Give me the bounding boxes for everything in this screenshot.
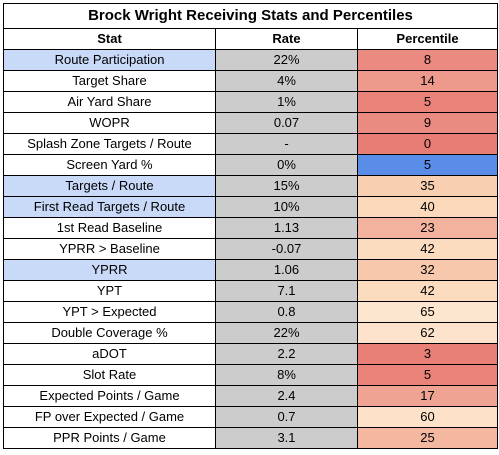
percentile-cell: 8	[357, 49, 498, 71]
rate-cell: 8%	[215, 364, 358, 386]
stat-cell: Targets / Route	[3, 175, 216, 197]
table-row: Expected Points / Game 2.4 17	[3, 385, 498, 407]
percentile-cell: 5	[357, 91, 498, 113]
percentile-cell: 14	[357, 70, 498, 92]
rate-cell: -0.07	[215, 238, 358, 260]
table-row: Targets / Route 15% 35	[3, 175, 498, 197]
rate-cell: 0.8	[215, 301, 358, 323]
table-row: First Read Targets / Route 10% 40	[3, 196, 498, 218]
table-row: YPT > Expected 0.8 65	[3, 301, 498, 323]
percentile-cell: 5	[357, 154, 498, 176]
stat-cell: WOPR	[3, 112, 216, 134]
percentile-cell: 60	[357, 406, 498, 428]
rate-cell: 0%	[215, 154, 358, 176]
rate-cell: 1.06	[215, 259, 358, 281]
table-row: Screen Yard % 0% 5	[3, 154, 498, 176]
rate-cell: 0.07	[215, 112, 358, 134]
stat-cell: 1st Read Baseline	[3, 217, 216, 239]
table-row: YPT 7.1 42	[3, 280, 498, 302]
table-row: FP over Expected / Game 0.7 60	[3, 406, 498, 428]
percentile-cell: 65	[357, 301, 498, 323]
percentile-cell: 42	[357, 238, 498, 260]
table-row: YPRR 1.06 32	[3, 259, 498, 281]
table-title: Brock Wright Receiving Stats and Percent…	[3, 3, 498, 29]
title-row: Brock Wright Receiving Stats and Percent…	[3, 3, 498, 29]
percentile-cell: 0	[357, 133, 498, 155]
stat-cell: Target Share	[3, 70, 216, 92]
rate-cell: 22%	[215, 49, 358, 71]
table-row: 1st Read Baseline 1.13 23	[3, 217, 498, 239]
table-row: PPR Points / Game 3.1 25	[3, 427, 498, 449]
stat-cell: YPRR	[3, 259, 216, 281]
stat-cell: YPT > Expected	[3, 301, 216, 323]
rate-cell: 7.1	[215, 280, 358, 302]
table-row: Double Coverage % 22% 62	[3, 322, 498, 344]
rate-cell: 0.7	[215, 406, 358, 428]
rate-cell: 10%	[215, 196, 358, 218]
rate-cell: 2.2	[215, 343, 358, 365]
header-rate: Rate	[215, 28, 358, 50]
rate-cell: 22%	[215, 322, 358, 344]
table-row: aDOT 2.2 3	[3, 343, 498, 365]
rate-cell: 1%	[215, 91, 358, 113]
table-row: WOPR 0.07 9	[3, 112, 498, 134]
stat-cell: YPT	[3, 280, 216, 302]
percentile-cell: 25	[357, 427, 498, 449]
percentile-cell: 32	[357, 259, 498, 281]
rate-cell: 1.13	[215, 217, 358, 239]
rate-cell: -	[215, 133, 358, 155]
percentile-cell: 3	[357, 343, 498, 365]
stat-cell: Expected Points / Game	[3, 385, 216, 407]
percentile-cell: 35	[357, 175, 498, 197]
stat-cell: Route Participation	[3, 49, 216, 71]
header-percentile: Percentile	[357, 28, 498, 50]
table-row: Splash Zone Targets / Route -0	[3, 133, 498, 155]
header-stat: Stat	[3, 28, 216, 50]
stat-cell: PPR Points / Game	[3, 427, 216, 449]
table-row: YPRR > Baseline -0.07 42	[3, 238, 498, 260]
table-row: Slot Rate 8% 5	[3, 364, 498, 386]
percentile-cell: 62	[357, 322, 498, 344]
stats-table-container: Brock Wright Receiving Stats and Percent…	[3, 3, 498, 449]
stat-cell: Air Yard Share	[3, 91, 216, 113]
rate-cell: 15%	[215, 175, 358, 197]
stats-table: Brock Wright Receiving Stats and Percent…	[3, 3, 498, 449]
stat-cell: FP over Expected / Game	[3, 406, 216, 428]
rate-cell: 2.4	[215, 385, 358, 407]
table-row: Route Participation 22% 8	[3, 49, 498, 71]
percentile-cell: 23	[357, 217, 498, 239]
stat-cell: YPRR > Baseline	[3, 238, 216, 260]
stat-cell: Slot Rate	[3, 364, 216, 386]
rate-cell: 3.1	[215, 427, 358, 449]
percentile-cell: 40	[357, 196, 498, 218]
percentile-cell: 17	[357, 385, 498, 407]
table-row: Air Yard Share 1% 5	[3, 91, 498, 113]
stat-cell: Splash Zone Targets / Route	[3, 133, 216, 155]
table-body: Route Participation 22% 8 Target Share 4% 14 A…	[3, 49, 498, 449]
rate-cell: 4%	[215, 70, 358, 92]
percentile-cell: 42	[357, 280, 498, 302]
stat-cell: First Read Targets / Route	[3, 196, 216, 218]
stat-cell: Screen Yard %	[3, 154, 216, 176]
percentile-cell: 5	[357, 364, 498, 386]
stat-cell: aDOT	[3, 343, 216, 365]
table-row: Target Share 4% 14	[3, 70, 498, 92]
stat-cell: Double Coverage %	[3, 322, 216, 344]
header-row: Stat Rate Percentile	[3, 28, 498, 50]
percentile-cell: 9	[357, 112, 498, 134]
